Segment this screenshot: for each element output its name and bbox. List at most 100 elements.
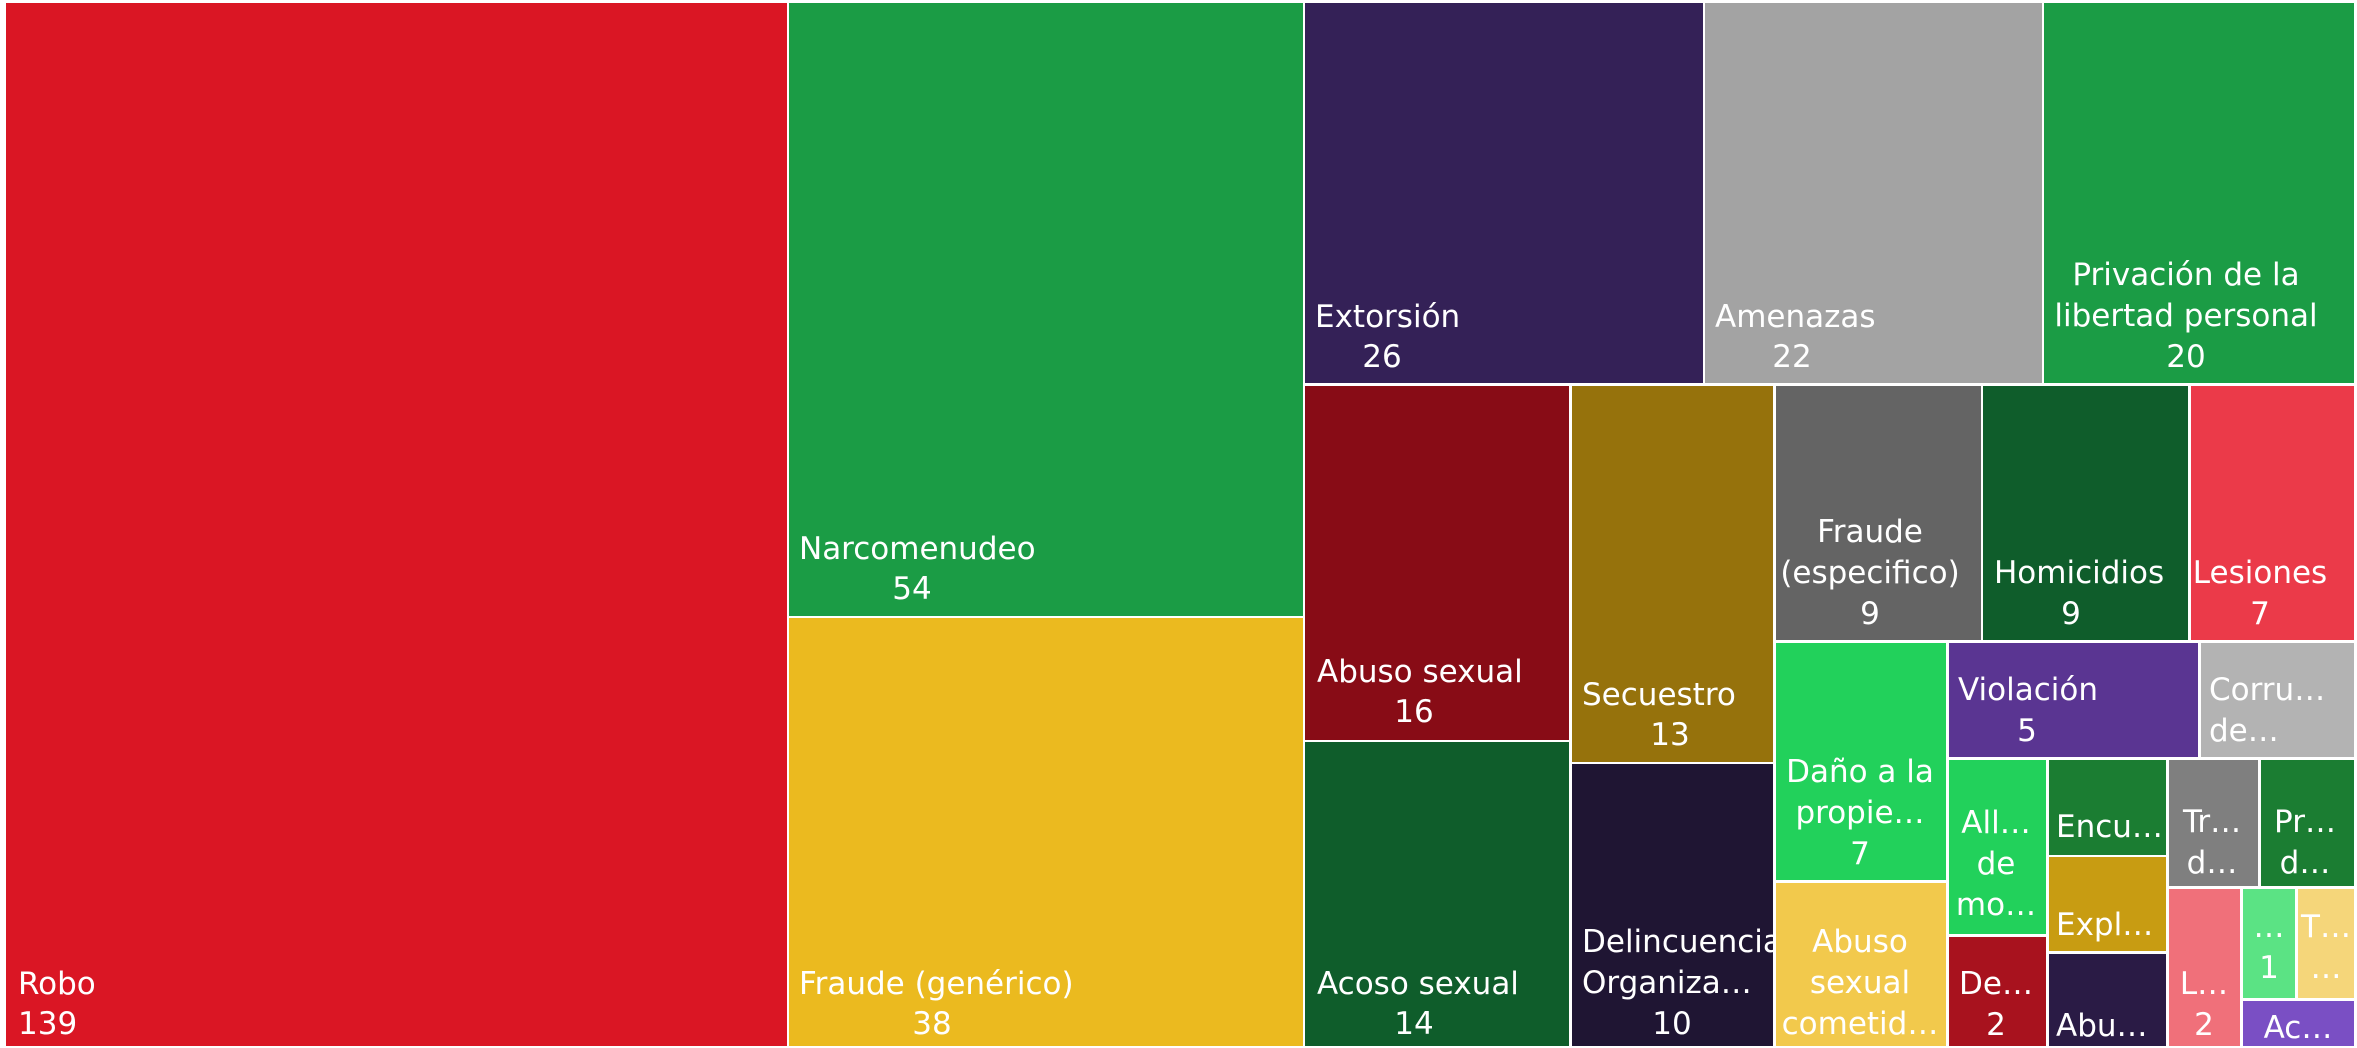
- tile-label-l: L…: [2180, 966, 2228, 1002]
- tile-value-lesiones: 7: [2250, 596, 2270, 632]
- tile-rect-ac: [2243, 1001, 2354, 1046]
- tile-label-delincuencia-organizada: Delincuencia: [1582, 924, 1782, 960]
- tile-robo-0: Robo 139: [6, 3, 787, 1046]
- tile-value-extorsion: 26: [1362, 339, 1401, 375]
- tile-ac-27: Ac…: [2243, 1001, 2354, 1046]
- tile-label-dano-a-la-propiedad: propie…: [1795, 795, 1924, 831]
- tile-value-de: 2: [1986, 1007, 2006, 1043]
- tile-label-homicidios: Homicidios: [1994, 555, 2164, 591]
- tile-rect-amenazas: [1705, 3, 2042, 383]
- tile-abuso-sexual-cometido-14: Abuso sexual cometid…: [1776, 883, 1946, 1046]
- tile-label-violacion: Violación: [1958, 672, 2098, 708]
- tile-rect-narcomenudeo: [789, 3, 1303, 616]
- tile-amenazas-4: Amenazas 22: [1705, 3, 2042, 383]
- tile-value-dano-a-la-propiedad: 7: [1850, 836, 1870, 872]
- tile-rect-pr-d: [2261, 760, 2354, 886]
- tile-rect-fraude-generico: [789, 618, 1303, 1046]
- tile-violacion-15: Violación 5: [1949, 643, 2198, 757]
- tile-rect-robo: [6, 3, 787, 1046]
- tile-label-dano-a-la-propiedad: Daño a la: [1786, 754, 1934, 790]
- tile-value-fraude-especifico: 9: [1860, 596, 1880, 632]
- tile-label-pr-d: Pr…: [2274, 804, 2336, 840]
- tile-lesiones-12: Lesiones 7: [2191, 386, 2354, 640]
- tile-label-robo: Robo: [18, 966, 96, 1002]
- tile-label-allanamiento-de-morada: mo…: [1956, 887, 2036, 923]
- tile-label-abuso-sexual-cometido: cometid…: [1782, 1006, 1939, 1042]
- tile-label-ac: Ac…: [2264, 1010, 2333, 1046]
- tile-value-acoso-sexual: 14: [1394, 1006, 1433, 1042]
- tile-rect-l: [2169, 889, 2240, 1046]
- tile-rect-explotacion: [2049, 857, 2166, 951]
- tile-label-amenazas: Amenazas: [1715, 299, 1876, 335]
- tile-fraude-generico-2: Fraude (genérico) 38: [789, 618, 1303, 1046]
- tile-rect-abuso-sexual: [1305, 386, 1569, 740]
- tile-rect-trata-de-personas: [2169, 760, 2258, 886]
- tile-rect-item: [2243, 889, 2295, 998]
- tile-l-24: L… 2: [2169, 889, 2240, 1046]
- tile-value-narcomenudeo: 54: [892, 571, 931, 607]
- tile-rect-abu: [2049, 954, 2166, 1046]
- tile-label-narcomenudeo: Narcomenudeo: [799, 531, 1036, 567]
- tile-trata-de-personas-22: Tr… d…: [2169, 760, 2258, 886]
- tile-label-corrupcion-de-menores: Corru…: [2209, 672, 2325, 708]
- tile-label-t: T…: [2300, 909, 2351, 945]
- tile-label-lesiones: Lesiones: [2193, 555, 2327, 591]
- tile-label-abuso-sexual-cometido: Abuso: [1812, 924, 1908, 960]
- tile-rect-corrupcion-de-menores: [2201, 643, 2354, 757]
- tile-value-secuestro: 13: [1650, 717, 1689, 753]
- tile-secuestro-8: Secuestro 13: [1572, 386, 1773, 762]
- tile-rect-abuso-sexual-cometido: [1776, 883, 1946, 1046]
- tile-label-de: De…: [1959, 966, 2033, 1002]
- tile-rect-homicidios: [1983, 386, 2188, 640]
- tile-label-abu: Abu…: [2056, 1008, 2148, 1044]
- tile-label-corrupcion-de-menores: de…: [2209, 713, 2279, 749]
- tile-rect-encubrimiento: [2049, 760, 2166, 855]
- tile-label-privacion-de-la-libertad-personal: Privación de la: [2072, 257, 2299, 293]
- tile-corrupcion-de-menores-16: Corru… de…: [2201, 643, 2354, 757]
- tile-label-t: …: [2311, 950, 2342, 986]
- tile-explotacion-19: Expl…: [2049, 857, 2166, 951]
- tile-rect-acoso-sexual: [1305, 742, 1569, 1046]
- tile-extorsion-3: Extorsión 26: [1305, 3, 1703, 383]
- tile-t-26: T… …: [2298, 889, 2354, 998]
- tile-rect-allanamiento-de-morada: [1949, 760, 2046, 934]
- tile-label-trata-de-personas: Tr…: [2182, 804, 2241, 840]
- tile-rect-secuestro: [1572, 386, 1773, 762]
- tile-rect-dano-a-la-propiedad: [1776, 643, 1946, 880]
- tile-value-robo: 139: [18, 1006, 77, 1042]
- tile-rect-violacion: [1949, 643, 2198, 757]
- tile-narcomenudeo-1: Narcomenudeo 54: [789, 3, 1303, 616]
- tile-rect-delincuencia-organizada: [1572, 764, 1773, 1046]
- tile-item-25: …1: [2243, 889, 2295, 998]
- tile-label-encubrimiento: Encu…: [2056, 809, 2163, 845]
- tile-acoso-sexual-7: Acoso sexual 14: [1305, 742, 1569, 1046]
- tile-label-allanamiento-de-morada: de: [1977, 846, 2016, 882]
- tile-rect-t: [2298, 889, 2354, 998]
- tile-label-acoso-sexual: Acoso sexual: [1317, 966, 1519, 1002]
- tile-label-privacion-de-la-libertad-personal: libertad personal: [2054, 298, 2317, 334]
- tile-label-extorsion: Extorsión: [1315, 299, 1460, 335]
- tile-de-20: De… 2: [1949, 937, 2046, 1046]
- tile-label-pr-d: d…: [2280, 845, 2331, 881]
- tile-label-delincuencia-organizada: Organiza…: [1582, 965, 1752, 1001]
- tile-allanamiento-de-morada-17: All… de mo…: [1949, 760, 2046, 934]
- tile-delincuencia-organizada-9: Delincuencia Organiza… 10: [1572, 764, 1782, 1046]
- tile-rect-de: [1949, 937, 2046, 1046]
- tile-label-trata-de-personas: d…: [2187, 845, 2238, 881]
- tile-value-l: 2: [2194, 1007, 2214, 1043]
- tile-encubrimiento-18: Encu…: [2049, 760, 2166, 855]
- tile-label-fraude-especifico: (especifico): [1780, 555, 1959, 591]
- tile-value-violacion: 5: [2017, 713, 2037, 749]
- tile-value-amenazas: 22: [1772, 339, 1811, 375]
- tile-rect-lesiones: [2191, 386, 2354, 640]
- tile-value-fraude-generico: 38: [912, 1006, 951, 1042]
- tile-homicidios-11: Homicidios 9: [1983, 386, 2188, 640]
- tile-pr-d-23: Pr… d…: [2261, 760, 2354, 886]
- tile-label-secuestro: Secuestro: [1582, 677, 1736, 713]
- tile-rect-fraude-especifico: [1776, 386, 1981, 640]
- tile-label-item: …: [2254, 909, 2285, 945]
- tile-value-item: 1: [2259, 950, 2279, 986]
- tile-label-abuso-sexual: Abuso sexual: [1317, 654, 1523, 690]
- tile-value-homicidios: 9: [2061, 596, 2081, 632]
